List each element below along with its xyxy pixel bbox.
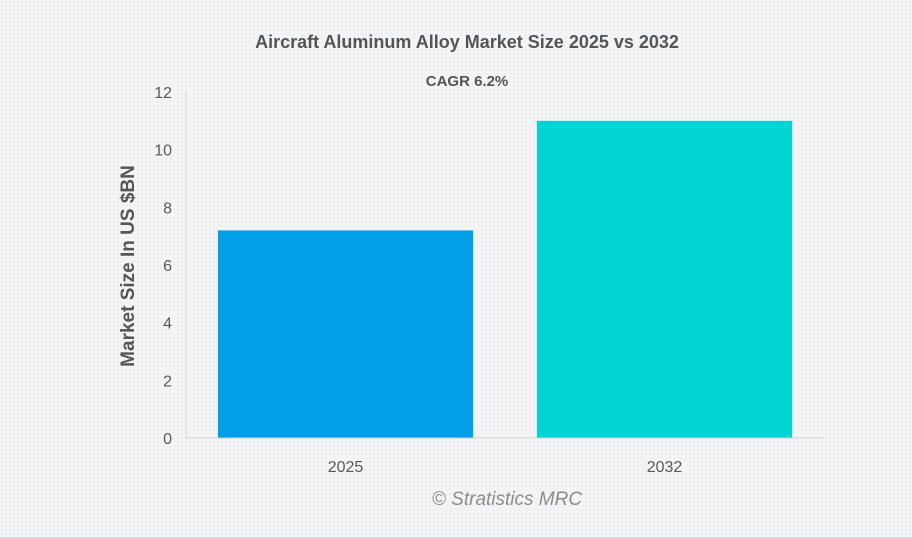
- y-tick-label: 10: [154, 143, 172, 160]
- y-tick-label: 12: [154, 85, 172, 102]
- chart-subtitle: CAGR 6.2%: [426, 73, 509, 90]
- bar-2025: [217, 230, 474, 438]
- bars: [217, 120, 793, 438]
- chart-title: Aircraft Aluminum Alloy Market Size 2025…: [255, 32, 679, 52]
- y-axis-label: Market Size In US $BN: [118, 165, 139, 367]
- y-axis-ticks: 0 2 4 6 8 10 12: [154, 85, 172, 448]
- source-credit: © Stratistics MRC: [432, 489, 582, 510]
- y-tick-label: 0: [163, 431, 172, 448]
- x-axis-ticks: 2025 2032: [328, 459, 683, 476]
- y-tick-label: 6: [163, 258, 172, 275]
- x-tick-label: 2032: [647, 459, 683, 476]
- y-tick-label: 2: [163, 373, 172, 390]
- bar-2032: [536, 120, 793, 438]
- x-tick-label: 2025: [328, 459, 364, 476]
- y-tick-label: 4: [163, 316, 172, 333]
- y-tick-label: 8: [163, 200, 172, 217]
